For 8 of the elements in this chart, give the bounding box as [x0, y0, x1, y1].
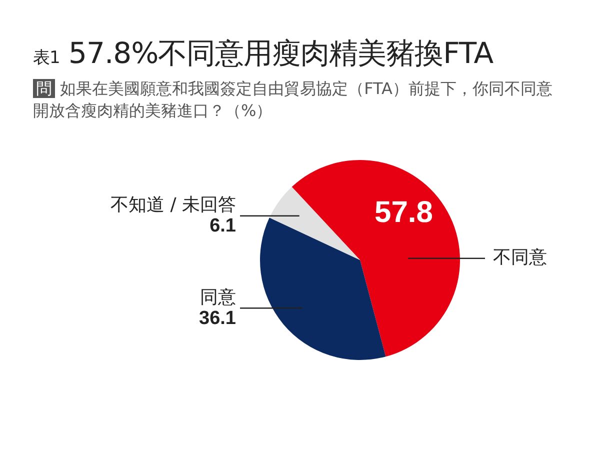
slice-label: 同意 [200, 286, 236, 308]
slice-label: 不知道 / 未回答 [110, 194, 236, 216]
slice-label: 不同意 [493, 247, 547, 268]
data-label: 57.8 [374, 196, 433, 230]
chart-title: 表1 57.8%不同意用瘦肉精美豬換FTA [33, 36, 494, 70]
data-label: 6.1 [210, 216, 236, 237]
data-label: 36.1 [199, 308, 236, 329]
chart-subtitle: 問 如果在美國願意和我國簽定自由貿易協定（FTA）前提下，你同不同意開放含瘦肉精的美豬進口？（%） [33, 79, 552, 120]
